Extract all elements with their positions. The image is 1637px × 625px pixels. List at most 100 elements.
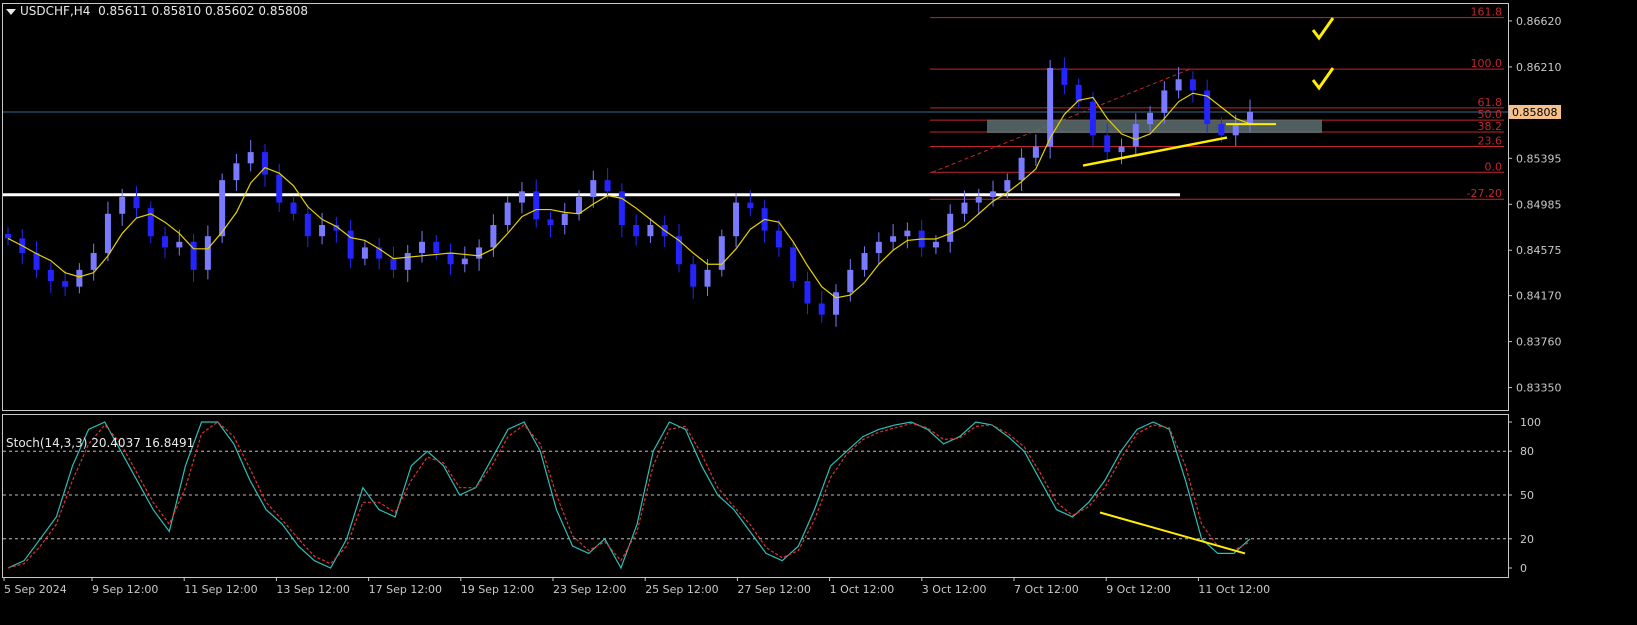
candle-body [33,253,40,270]
candle-body [347,230,354,259]
price-tick-label: 0.84575 [1516,244,1562,257]
candle-body [533,191,540,220]
candle-body [847,269,854,293]
candle-body [319,225,326,237]
candle-body [890,236,897,242]
candle-body [404,253,411,270]
candle-body [518,191,525,203]
price-tick-label: 0.84170 [1516,290,1562,303]
time-tick-label: 27 Sep 12:00 [737,583,810,596]
candle-body [790,247,797,282]
candle-body [476,247,483,259]
candle-body [747,202,754,209]
moving-average [7,17,1335,299]
candle-body [361,247,368,259]
candle-body [975,196,982,203]
candle-body [1104,135,1111,153]
candle-body [604,180,611,192]
candle-body [875,241,882,254]
candle-body [704,269,711,287]
price-tick-label: 0.86210 [1516,61,1562,74]
moving-average-line [7,92,1251,299]
fibonacci-retracement: 161.8 100.0 61.850.038.2 23.6 0.0 -27.20 [3,6,1504,200]
candle-body [419,241,425,254]
fib-trend-line [931,68,1191,173]
time-tick-label: 11 Oct 12:00 [1198,583,1270,596]
candle-body [333,225,340,231]
fib-level-label: 23.6 [1478,135,1503,148]
candle-body [204,236,211,270]
candle-body [1161,90,1168,113]
candle-body [76,269,83,287]
collapse-triangle-icon[interactable] [6,8,16,15]
candle-body [1032,146,1039,158]
candle-body [818,303,825,315]
candle-body [62,281,69,287]
price-tick-label: 0.83760 [1516,336,1562,349]
candle-body [276,174,283,203]
candle-body [433,241,440,254]
demand-zone [987,119,1322,134]
fib-level-label: 38.2 [1478,120,1503,133]
candle-body [904,230,911,237]
time-tick-label: 7 Oct 12:00 [1014,583,1079,596]
time-tick-label: 13 Sep 12:00 [276,583,349,596]
candle-body [504,202,511,225]
candle-body [590,180,597,197]
chart-title: USDCHF,H4 0.85611 0.85810 0.85602 0.8580… [6,4,308,18]
chart-grid [3,111,1508,540]
stoch-tick-label: 100 [1520,416,1541,429]
candle-body [833,292,839,315]
fib-level-label: -27.20 [1467,187,1502,200]
ohlc-values: 0.85611 0.85810 0.85602 0.85808 [98,4,308,18]
candle-body [390,258,397,270]
stoch-tick-label: 20 [1520,533,1534,546]
candle-body [576,196,583,214]
stochastic-oscillator [7,421,1251,570]
candle-body [233,163,240,181]
candle-body [219,180,226,237]
current-price-badge [1509,104,1561,119]
candle-body [718,236,725,270]
candle-body [447,253,454,265]
candle-body [1189,79,1196,91]
candle-body [133,196,140,209]
time-tick-label: 17 Sep 12:00 [369,583,442,596]
candle-body [675,236,682,265]
candle-body [162,236,169,248]
candle-body [1247,111,1253,125]
current-price-label: 0.85808 [1512,106,1558,119]
candle-body [1218,124,1225,136]
price-tick-label: 0.83350 [1516,382,1562,395]
candle-body [961,202,968,214]
candle-body [5,233,11,239]
time-tick-label: 5 Sep 2024 [4,583,67,596]
candle-body [176,241,183,248]
candle-body [775,230,782,248]
candle-body [1132,124,1139,147]
candle-body [990,191,997,197]
candle-body [1204,90,1211,125]
stoch-divergence-line [1099,511,1246,555]
candle-body [1004,180,1011,192]
main-panel-frame [2,3,1509,411]
price-tick-label: 0.84985 [1516,198,1562,211]
stoch-tick-label: 0 [1520,562,1527,575]
stoch-panel-frame [2,414,1509,578]
fib-level-label: 161.8 [1471,6,1503,19]
time-tick-label: 9 Oct 12:00 [1106,583,1171,596]
time-tick-label: 23 Sep 12:00 [553,583,626,596]
stoch-tick-label: 50 [1520,489,1534,502]
candle-body [247,152,254,164]
candle-body [490,225,497,248]
candle-body [804,281,811,304]
candle-body [190,241,197,270]
price-tick-label: 0.85395 [1516,152,1562,165]
candle-body [1147,112,1154,125]
fib-level-label: 100.0 [1471,57,1503,70]
candle-body [47,269,54,282]
fib-level-label: 0.0 [1485,160,1503,173]
price-trend-line [1082,136,1228,167]
candle-body [147,208,154,237]
candle-body [1075,84,1082,102]
